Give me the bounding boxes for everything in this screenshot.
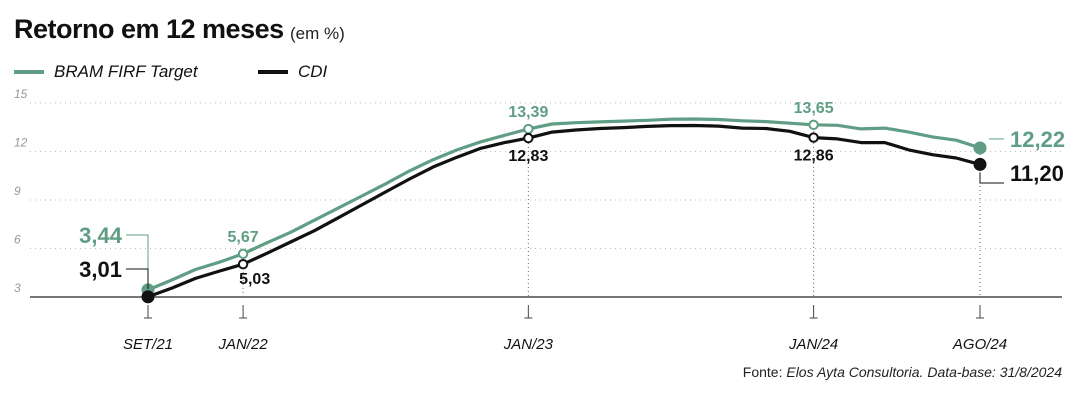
marker-cdi — [237, 258, 249, 270]
source-note: Fonte: Elos Ayta Consultoria. Data-base:… — [743, 364, 1062, 380]
x-tick-label: JAN/23 — [503, 336, 554, 353]
leader-line — [979, 172, 1004, 184]
x-tick-label: AGO/24 — [952, 336, 1007, 353]
legend-swatch-bram — [14, 70, 44, 74]
x-tick-label: JAN/24 — [788, 336, 838, 353]
data-label-bram: 3,44 — [79, 223, 123, 248]
marker-bram — [808, 119, 819, 131]
data-label-cdi: 11,20 — [1010, 161, 1064, 186]
data-label-bram: 12,22 — [1010, 127, 1065, 152]
y-tick-label: 6 — [14, 233, 21, 247]
series-line-bram — [146, 117, 982, 292]
data-label-bram: 13,65 — [794, 100, 834, 117]
chart-subtitle: (em %) — [290, 24, 345, 43]
data-label-bram: 5,67 — [228, 229, 259, 246]
data-label-cdi: 12,86 — [794, 148, 834, 165]
data-label-cdi: 12,83 — [508, 148, 548, 165]
legend-label-bram: BRAM FIRF Target — [54, 62, 198, 81]
y-tick-label: 15 — [14, 87, 28, 101]
x-tick-label: SET/21 — [123, 336, 173, 353]
chart-title: Retorno em 12 meses — [14, 14, 284, 44]
series-line-cdi — [146, 123, 982, 299]
legend-swatch-cdi — [258, 70, 288, 74]
marker-bram — [523, 123, 534, 135]
leader-line — [126, 234, 149, 282]
data-label-cdi: 5,03 — [239, 271, 270, 288]
legend-item-cdi: CDI — [258, 62, 327, 82]
y-tick-label: 12 — [14, 136, 28, 150]
y-tick-label: 3 — [14, 281, 21, 295]
source-body: Elos Ayta Consultoria. Data-base: 31/8/2… — [786, 364, 1062, 380]
x-tick-label: JAN/22 — [217, 336, 268, 353]
marker-cdi — [973, 157, 987, 171]
marker-bram — [237, 248, 249, 260]
marker-cdi — [523, 132, 534, 144]
source-prefix: Fonte: — [742, 364, 787, 380]
marker-bram — [973, 141, 987, 155]
y-tick-label: 9 — [14, 184, 21, 198]
leader-line — [126, 268, 149, 289]
legend-label-cdi: CDI — [298, 62, 328, 81]
legend-item-bram: BRAM FIRF Target — [14, 62, 198, 82]
marker-cdi — [808, 132, 819, 143]
data-label-cdi: 3,01 — [79, 257, 122, 282]
data-label-bram: 13,39 — [508, 104, 548, 121]
marker-cdi — [141, 290, 155, 304]
